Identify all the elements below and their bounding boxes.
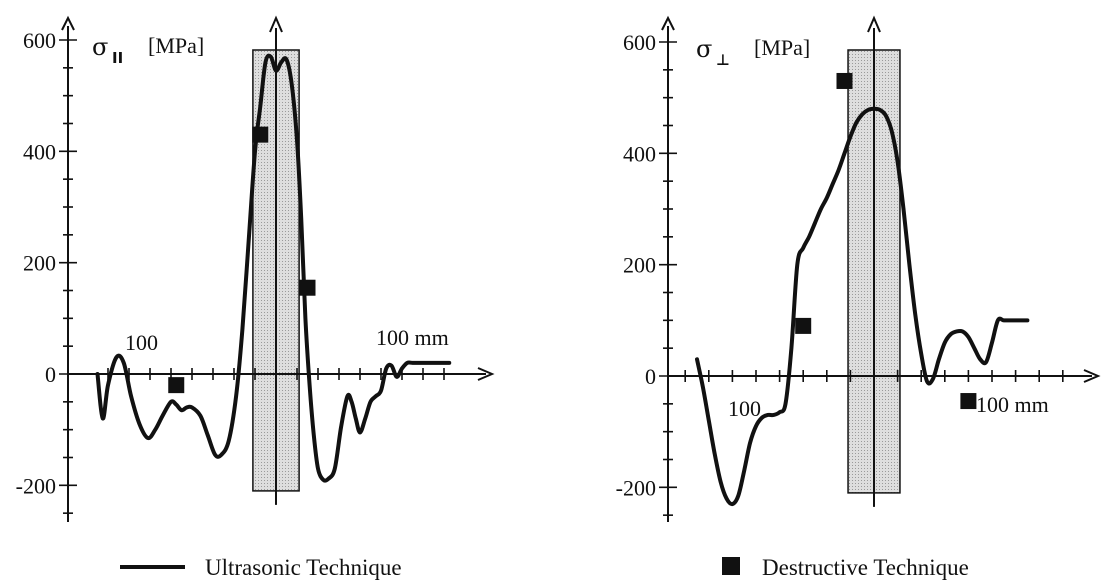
y-tick-label: 600 <box>623 30 656 55</box>
legend-destructive: Destructive Technique <box>762 555 969 580</box>
destructive-point <box>252 126 269 143</box>
legend-ultrasonic: Ultrasonic Technique <box>205 555 402 580</box>
centre-arrow <box>867 15 881 33</box>
destructive-point <box>299 279 316 296</box>
y-axis-arrow <box>661 15 675 31</box>
x-left-label: 100 <box>728 396 761 421</box>
legend-square-swatch <box>722 557 740 575</box>
ultrasonic-curve <box>95 53 452 483</box>
destructive-point <box>836 72 853 89</box>
y-tick-label: 400 <box>623 141 656 166</box>
destructive-point <box>795 317 812 334</box>
chart-sigma-perpendicular: 600 400 200 0 -200 σ ⊥ [MPa] 100 100 mm <box>616 15 1101 522</box>
x-axis-arrow <box>477 367 495 381</box>
y-tick-label: -200 <box>616 475 656 500</box>
y-tick-label: 600 <box>23 28 56 53</box>
y-axis-unit: [MPa] <box>754 35 810 60</box>
destructive-point <box>168 377 185 394</box>
y-tick-label: 400 <box>23 139 56 164</box>
x-axis-arrow <box>1083 369 1101 383</box>
y-tick-label: 200 <box>23 251 56 276</box>
y-axis-symbol: σ <box>92 33 108 61</box>
y-axis-symbol: σ <box>696 35 712 63</box>
legend: Ultrasonic Technique Destructive Techniq… <box>120 555 969 580</box>
x-right-label: 100 mm <box>376 325 449 350</box>
chart-sigma-parallel: 600 400 200 0 -200 σ II [MPa] 100 100 mm <box>16 15 495 522</box>
y-axis-unit: [MPa] <box>148 33 204 58</box>
x-left-label: 100 <box>125 330 158 355</box>
y-axis-subscript: II <box>112 49 123 67</box>
x-right-label: 100 mm <box>976 392 1049 417</box>
y-tick-label: -200 <box>16 473 56 498</box>
ultrasonic-curve <box>695 106 1030 507</box>
y-tick-label: 200 <box>623 253 656 278</box>
y-axis-arrow <box>61 15 75 31</box>
y-tick-label: 0 <box>645 364 656 389</box>
y-tick-label: 0 <box>45 362 56 387</box>
destructive-point <box>960 393 977 410</box>
y-axis-subscript: ⊥ <box>716 51 730 69</box>
centre-arrow <box>269 15 283 33</box>
